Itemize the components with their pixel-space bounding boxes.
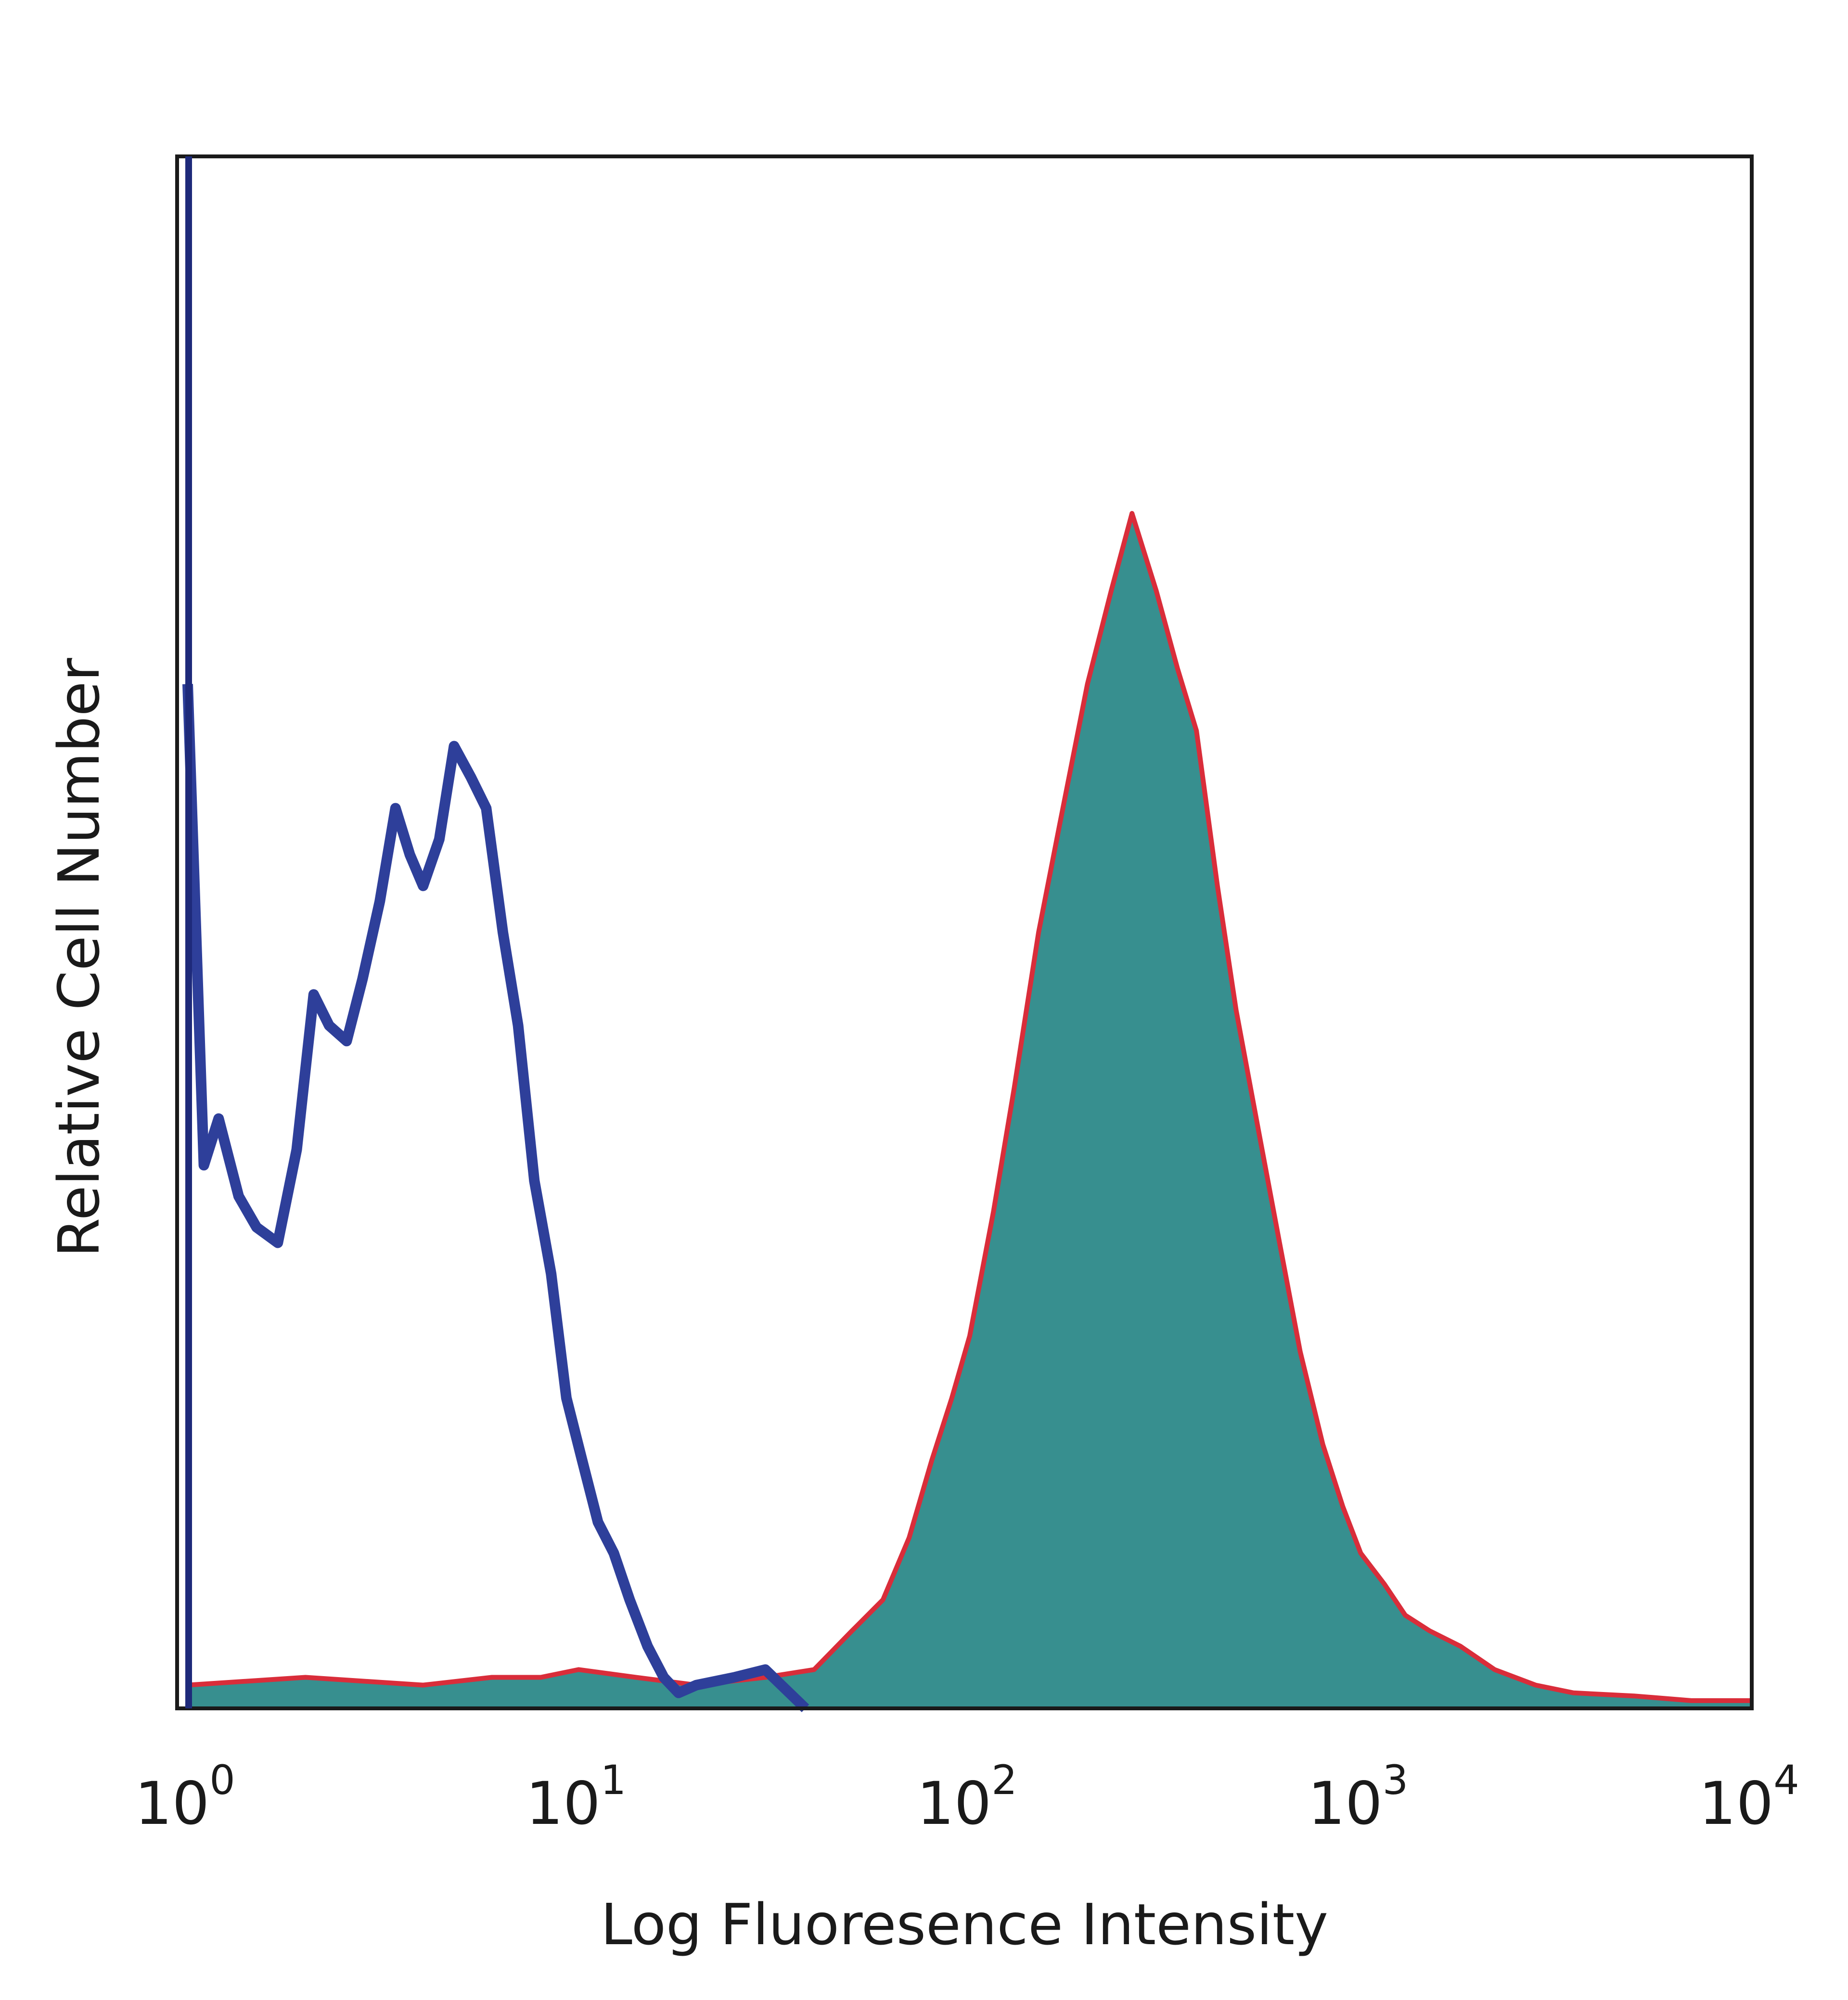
x-axis-label: Log Fluoresence Intensity [601,1891,1328,1958]
x-tick-label: 103 [1308,1756,1409,1838]
filled-series-area [188,513,1752,1708]
x-tick-label: 100 [135,1756,235,1838]
x-tick-label: 104 [1699,1756,1799,1838]
x-tick-labels: 100 101 102 103 104 [135,1756,1799,1838]
outline-series-line [182,684,809,1712]
plot-frame [175,154,1754,1710]
x-tick-label: 101 [526,1756,627,1838]
x-tick-label: 102 [917,1756,1017,1838]
series-layer [182,511,1752,1712]
y-axis-label: Relative Cell Number [46,658,112,1257]
